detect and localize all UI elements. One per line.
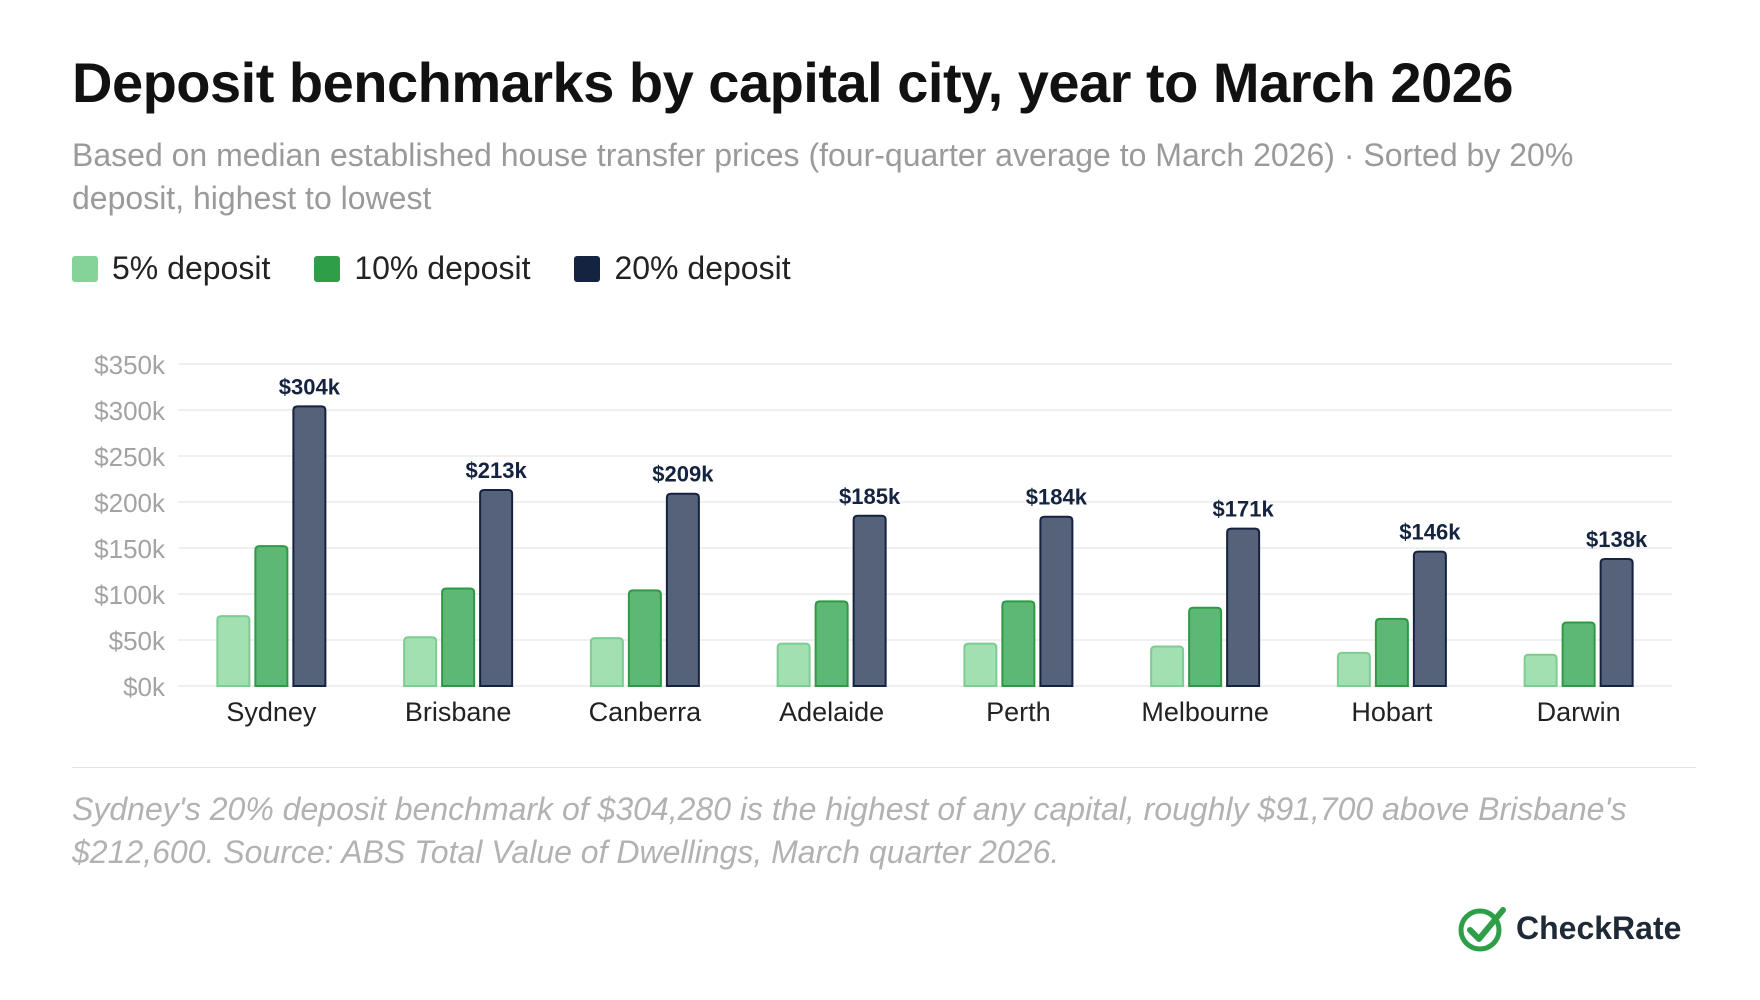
check-circle-icon xyxy=(1458,907,1506,952)
bar-canberra-20-deposit xyxy=(665,492,700,687)
bar-darwin-20-deposit xyxy=(1599,558,1634,687)
x-tick-label-melbourne: Melbourne xyxy=(1141,697,1269,727)
bar-melbourne-20-deposit xyxy=(1226,527,1261,687)
legend-swatch-10pct xyxy=(314,255,341,282)
brand-name: CheckRate xyxy=(1516,909,1682,946)
data-label-adelaide: $185k xyxy=(839,484,901,509)
data-label-sydney: $304k xyxy=(279,374,341,399)
bar-perth-5-deposit xyxy=(963,642,998,687)
bar-hobart-5-deposit xyxy=(1336,651,1371,687)
bar-adelaide-10-deposit xyxy=(814,600,849,687)
legend-label-20pct: 20% deposit xyxy=(614,250,791,286)
x-tick-label-adelaide: Adelaide xyxy=(779,697,884,727)
legend-label-5pct: 5% deposit xyxy=(112,250,271,286)
y-tick-label: $100k xyxy=(94,580,166,610)
y-tick-label: $200k xyxy=(94,488,166,518)
x-tick-label-hobart: Hobart xyxy=(1351,697,1433,727)
y-tick-label: $150k xyxy=(94,534,166,564)
x-tick-label-sydney: Sydney xyxy=(226,697,317,727)
bar-darwin-10-deposit xyxy=(1561,621,1596,687)
bar-sydney-10-deposit xyxy=(254,545,289,687)
bar-brisbane-10-deposit xyxy=(441,587,476,687)
brand-logo: CheckRate xyxy=(1456,902,1681,954)
chart-subtitle: Based on median established house transf… xyxy=(72,137,1574,216)
x-tick-label-canberra: Canberra xyxy=(589,697,703,727)
legend: 5% deposit 10% deposit 20% deposit xyxy=(72,250,835,287)
y-tick-label: $0k xyxy=(123,672,166,702)
footnote: Sydney's 20% deposit benchmark of $304,2… xyxy=(72,791,1627,870)
y-tick-label: $250k xyxy=(94,442,166,472)
bar-chart: $0k $50k $100k $150k $200k $250k $300k $350k $30… xyxy=(94,350,1672,727)
y-tick-label: $300k xyxy=(94,396,166,426)
data-label-hobart: $146k xyxy=(1399,520,1461,545)
bar-perth-20-deposit xyxy=(1039,515,1074,687)
bar-adelaide-20-deposit xyxy=(852,514,887,687)
chart-title: Deposit benchmarks by capital city, year… xyxy=(72,51,1514,114)
bar-sydney-20-deposit xyxy=(292,405,327,687)
y-tick-label: $350k xyxy=(94,350,166,380)
bar-melbourne-10-deposit xyxy=(1188,606,1223,687)
x-tick-label-perth: Perth xyxy=(986,697,1051,727)
bar-canberra-5-deposit xyxy=(589,637,624,687)
bar-adelaide-5-deposit xyxy=(776,642,811,687)
bar-darwin-5-deposit xyxy=(1523,653,1558,687)
data-label-darwin: $138k xyxy=(1586,527,1648,552)
bar-hobart-20-deposit xyxy=(1412,550,1447,687)
data-label-perth: $184k xyxy=(1026,485,1088,510)
divider xyxy=(72,767,1696,768)
bar-melbourne-5-deposit xyxy=(1150,645,1185,687)
bar-brisbane-5-deposit xyxy=(403,636,438,687)
legend-swatch-20pct xyxy=(574,255,601,282)
legend-item-10pct: 10% deposit xyxy=(314,250,530,287)
bar-perth-10-deposit xyxy=(1001,600,1036,687)
bar-canberra-10-deposit xyxy=(627,589,662,687)
x-tick-label-darwin: Darwin xyxy=(1537,697,1621,727)
bar-hobart-10-deposit xyxy=(1374,617,1409,687)
legend-item-5pct: 5% deposit xyxy=(72,250,270,287)
data-label-melbourne: $171k xyxy=(1213,497,1275,522)
y-tick-label: $50k xyxy=(109,626,166,656)
bar-brisbane-20-deposit xyxy=(479,489,514,687)
legend-label-10pct: 10% deposit xyxy=(354,250,531,286)
x-tick-label-brisbane: Brisbane xyxy=(405,697,512,727)
data-label-brisbane: $213k xyxy=(466,458,528,483)
legend-item-20pct: 20% deposit xyxy=(574,250,791,287)
legend-swatch-5pct xyxy=(72,255,98,282)
bar-sydney-5-deposit xyxy=(216,615,251,687)
data-label-canberra: $209k xyxy=(652,462,714,487)
